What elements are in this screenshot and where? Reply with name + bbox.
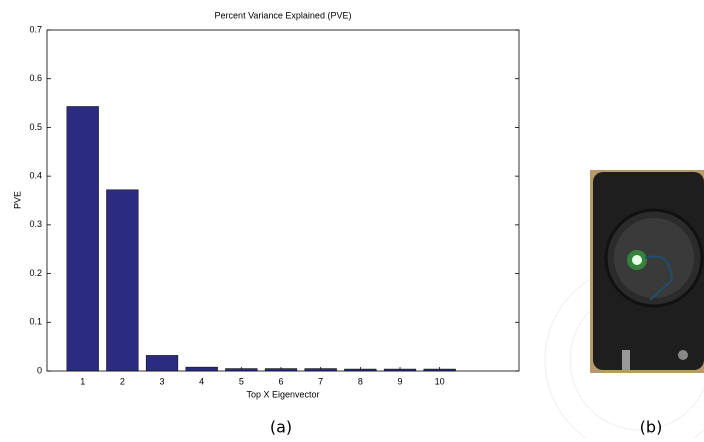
bar xyxy=(145,355,179,372)
y-tick-label: 0.1 xyxy=(29,317,42,327)
y-axis-label: PVE xyxy=(12,191,22,209)
x-tick-label: 8 xyxy=(358,376,363,386)
bar xyxy=(264,368,298,372)
x-axis-label: Top X Eigenvector xyxy=(246,389,319,399)
x-tick-label: 1 xyxy=(80,376,85,386)
bar xyxy=(344,368,377,372)
bar xyxy=(185,366,218,372)
bar xyxy=(66,106,99,372)
x-tick-label: 9 xyxy=(398,376,403,386)
y-tick-label: 0.7 xyxy=(29,24,42,34)
caption: (b) xyxy=(640,418,663,437)
y-tick-label: 0.3 xyxy=(29,219,42,229)
x-tick-label: 5 xyxy=(239,376,244,386)
caption: (a) xyxy=(270,418,292,437)
y-tick-label: 0.6 xyxy=(29,73,42,83)
x-tick-label: 6 xyxy=(279,376,284,386)
x-tick-label: 7 xyxy=(318,376,323,386)
bar xyxy=(106,189,139,372)
x-tick-label: 10 xyxy=(435,376,445,386)
bar xyxy=(225,368,258,372)
bar xyxy=(423,368,456,372)
y-tick-label: 0 xyxy=(37,365,42,375)
photo xyxy=(544,170,704,442)
x-tick-label: 4 xyxy=(199,376,204,386)
y-tick-label: 0.4 xyxy=(29,171,42,181)
x-tick-label: 3 xyxy=(160,376,165,386)
x-tick-label: 2 xyxy=(120,376,125,386)
y-tick-label: 0.5 xyxy=(29,122,42,132)
bar xyxy=(304,368,337,372)
bar xyxy=(383,368,417,372)
chart-title: Percent Variance Explained (PVE) xyxy=(215,10,352,20)
y-tick-label: 0.2 xyxy=(29,268,42,278)
